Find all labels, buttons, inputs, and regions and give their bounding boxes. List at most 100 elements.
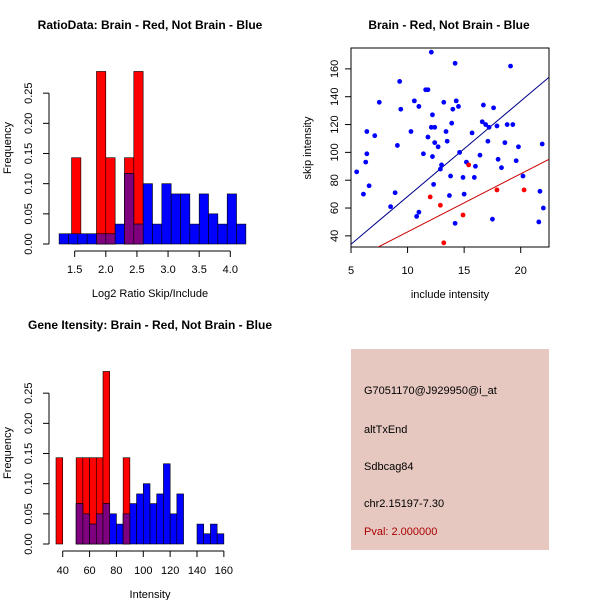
point-brain <box>521 187 527 193</box>
x-tick-label: 140 <box>188 565 206 577</box>
x-tick-label: 4.0 <box>223 264 238 276</box>
point-not-brain <box>449 120 455 126</box>
point-not-brain <box>444 138 450 144</box>
bar-brain <box>105 157 116 245</box>
bar-not-brain <box>161 183 172 245</box>
point-not-brain <box>416 104 422 109</box>
x-axis-label: include intensity <box>411 289 490 301</box>
bar-overlap <box>89 523 97 545</box>
point-not-brain <box>366 183 372 189</box>
bar-not-brain <box>196 523 205 545</box>
bar-overlap <box>124 173 135 245</box>
point-not-brain <box>421 151 426 157</box>
event-type: altTxEnd <box>364 424 408 436</box>
point-not-brain <box>504 122 510 127</box>
point-not-brain <box>439 162 444 168</box>
bar-not-brain <box>208 213 219 245</box>
bar-not-brain <box>142 483 151 545</box>
bar-overlap <box>105 233 116 245</box>
point-not-brain <box>491 105 496 111</box>
point-not-brain <box>457 149 463 155</box>
chart-title: Brain - Red, Not Brain - Blue <box>368 18 530 32</box>
point-not-brain <box>411 98 417 104</box>
point-brain <box>427 194 433 200</box>
x-tick-label: 3.0 <box>160 264 175 276</box>
y-tick-label: 100 <box>329 143 341 161</box>
bar-overlap <box>122 513 131 545</box>
bar-not-brain <box>149 503 158 545</box>
fit-line <box>351 76 549 245</box>
bar-not-brain <box>216 533 225 545</box>
point-not-brain <box>416 209 422 215</box>
point-not-brain <box>510 122 516 127</box>
point-not-brain <box>364 129 370 134</box>
point-not-brain <box>537 188 543 194</box>
bar-brain <box>71 157 82 245</box>
bar-not-brain <box>77 233 88 245</box>
y-tick-label: 0.25 <box>23 382 35 403</box>
x-tick-label: 2.0 <box>98 264 113 276</box>
point-not-brain <box>372 133 378 139</box>
point-brain <box>466 162 472 168</box>
y-tick-label: 120 <box>329 115 341 133</box>
bar-not-brain <box>58 233 69 245</box>
x-axis-label: Log2 Ratio Skip/Include <box>92 288 208 300</box>
x-tick-label: 2.5 <box>129 264 144 276</box>
x-tick-label: 5 <box>348 265 354 277</box>
bar-not-brain <box>217 223 228 245</box>
point-brain <box>437 202 443 208</box>
bar-not-brain <box>203 533 211 545</box>
bar-not-brain <box>226 193 237 245</box>
bar-overlap <box>75 503 84 545</box>
point-not-brain <box>437 166 443 172</box>
point-not-brain <box>388 204 393 210</box>
point-not-brain <box>364 151 370 157</box>
point-not-brain <box>441 99 447 105</box>
bar-not-brain <box>109 513 117 545</box>
y-tick-label: 0.00 <box>23 533 35 554</box>
bar-brain <box>55 457 64 545</box>
y-tick-label: 160 <box>329 60 341 78</box>
point-not-brain <box>490 216 495 222</box>
genomic-location: chr2.15197-7.30 <box>364 498 445 510</box>
point-not-brain <box>453 98 459 104</box>
x-tick-label: 60 <box>83 565 95 577</box>
point-not-brain <box>435 144 441 150</box>
probe-id: G7051170@J929950@i_at <box>364 385 497 397</box>
chart-title: Gene Itensity: Brain - Red, Not Brain - … <box>28 318 272 332</box>
point-not-brain <box>432 124 438 130</box>
point-not-brain <box>508 63 513 69</box>
point-not-brain <box>361 191 366 197</box>
point-not-brain <box>520 173 526 179</box>
x-tick-label: 1.5 <box>67 264 82 276</box>
bar-not-brain <box>198 193 209 245</box>
point-not-brain <box>397 78 403 84</box>
point-not-brain <box>443 129 449 134</box>
x-tick-label: 40 <box>57 565 69 577</box>
bar-not-brain <box>189 223 200 245</box>
point-not-brain <box>450 106 456 112</box>
x-tick-label: 10 <box>401 265 413 277</box>
point-not-brain <box>471 175 477 180</box>
y-tick-label: 0.05 <box>23 203 35 224</box>
point-not-brain <box>425 87 431 93</box>
point-not-brain <box>460 175 466 180</box>
point-not-brain <box>430 112 435 118</box>
point-not-brain <box>485 138 491 144</box>
point-not-brain <box>447 193 452 198</box>
bar-brain <box>133 71 144 245</box>
y-axis-label: Frequency <box>2 427 14 479</box>
probe-info-panel: G7051170@J929950@i_at altTxEnd Sdbcag84 … <box>351 349 549 550</box>
point-not-brain <box>452 220 458 226</box>
bar-not-brain <box>180 193 191 245</box>
x-tick-label: 80 <box>110 565 122 577</box>
y-tick-label: 0.10 <box>23 473 35 494</box>
bar-not-brain <box>142 183 153 245</box>
bar-not-brain <box>86 233 97 245</box>
y-tick-label: 0.00 <box>23 233 35 254</box>
bar-not-brain <box>152 223 163 245</box>
bar-not-brain <box>156 493 164 545</box>
bar-not-brain <box>163 463 171 545</box>
y-tick-label: 0.25 <box>23 82 35 103</box>
point-brain <box>460 212 466 218</box>
